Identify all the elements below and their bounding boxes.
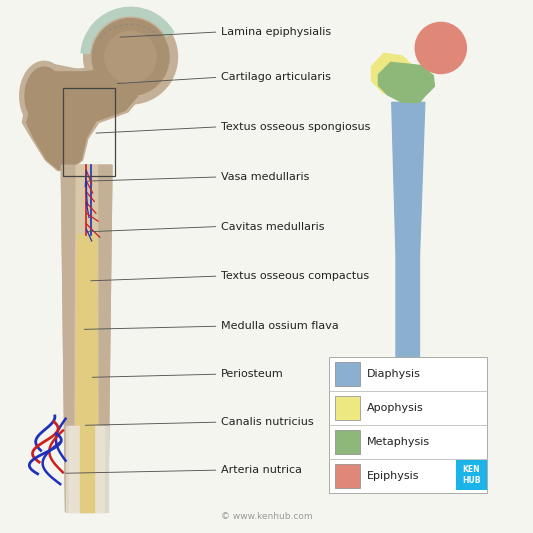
Text: Cavitas medullaris: Cavitas medullaris <box>221 222 325 231</box>
Text: Apophysis: Apophysis <box>367 403 423 413</box>
Wedge shape <box>81 7 174 53</box>
Text: Arteria nutrica: Arteria nutrica <box>221 465 302 475</box>
Polygon shape <box>66 426 108 512</box>
Circle shape <box>105 31 156 83</box>
Text: Textus osseous compactus: Textus osseous compactus <box>221 271 369 281</box>
Text: Lamina epiphysialis: Lamina epiphysialis <box>221 27 332 37</box>
Polygon shape <box>390 102 426 417</box>
Text: Diaphysis: Diaphysis <box>367 369 421 379</box>
Polygon shape <box>98 165 112 512</box>
Circle shape <box>84 10 177 104</box>
Circle shape <box>415 22 466 74</box>
Polygon shape <box>372 53 416 96</box>
Polygon shape <box>80 426 94 512</box>
Bar <box>335 464 360 488</box>
Polygon shape <box>61 165 112 512</box>
Polygon shape <box>22 64 141 171</box>
Text: Cartilago articularis: Cartilago articularis <box>221 72 331 82</box>
Ellipse shape <box>416 455 442 475</box>
Text: Vasa medullaris: Vasa medullaris <box>221 172 310 182</box>
Bar <box>335 397 360 420</box>
FancyBboxPatch shape <box>329 357 487 493</box>
Polygon shape <box>378 62 434 102</box>
Ellipse shape <box>20 61 69 131</box>
Ellipse shape <box>377 457 407 478</box>
Polygon shape <box>27 71 138 169</box>
Circle shape <box>92 19 169 95</box>
Polygon shape <box>75 165 98 512</box>
Text: Canalis nutricius: Canalis nutricius <box>221 417 314 427</box>
Polygon shape <box>69 426 104 512</box>
Text: Textus osseous spongiosus: Textus osseous spongiosus <box>221 122 370 132</box>
Bar <box>456 460 487 490</box>
Polygon shape <box>76 235 98 426</box>
Ellipse shape <box>380 448 441 477</box>
Polygon shape <box>51 67 139 107</box>
Bar <box>63 88 115 176</box>
Polygon shape <box>53 69 133 104</box>
Text: Epiphysis: Epiphysis <box>367 471 419 481</box>
Polygon shape <box>61 165 76 512</box>
Bar <box>335 362 360 386</box>
Polygon shape <box>380 417 439 449</box>
Text: © www.kenhub.com: © www.kenhub.com <box>221 512 312 521</box>
Text: Medulla ossium flava: Medulla ossium flava <box>221 321 339 331</box>
Text: KEN
HUB: KEN HUB <box>462 465 480 485</box>
Ellipse shape <box>25 67 63 125</box>
Text: Periosteum: Periosteum <box>221 369 284 379</box>
Text: Metaphysis: Metaphysis <box>367 437 430 447</box>
Bar <box>335 431 360 454</box>
